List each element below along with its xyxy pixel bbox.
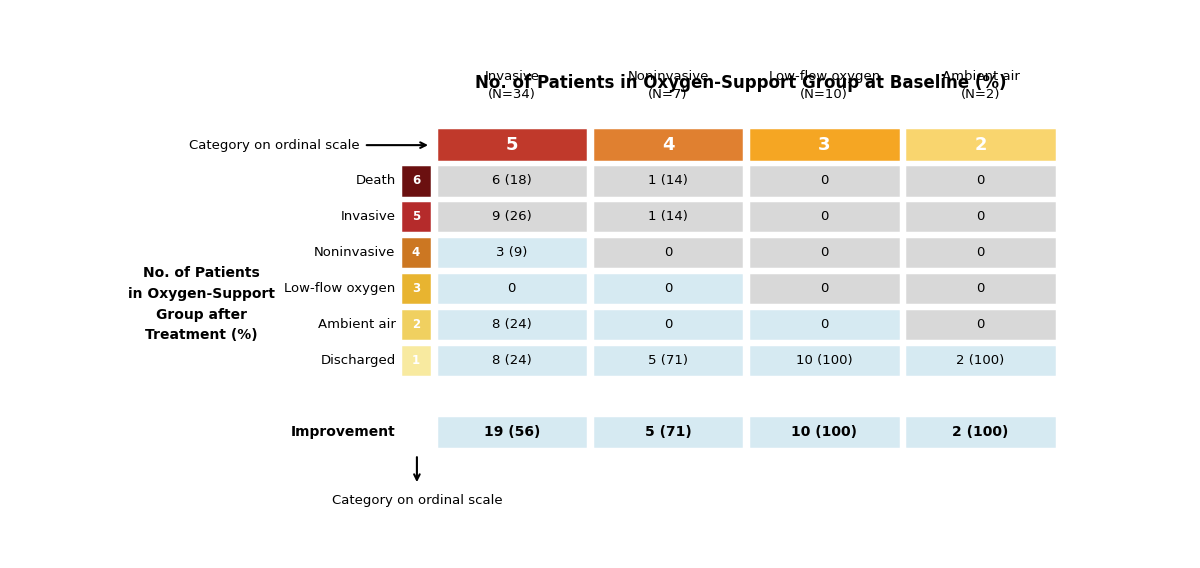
Text: Improvement: Improvement <box>290 425 396 439</box>
Text: 4: 4 <box>661 136 674 154</box>
Text: 2: 2 <box>974 136 986 154</box>
Text: 2 (100): 2 (100) <box>956 354 1004 367</box>
Bar <box>436 344 588 377</box>
Text: Invasive: Invasive <box>341 210 396 223</box>
Bar <box>592 344 744 377</box>
Bar <box>436 415 588 449</box>
Bar <box>436 164 588 198</box>
Text: 0: 0 <box>820 246 828 259</box>
Text: 4: 4 <box>412 246 420 259</box>
Text: Low-flow oxygen: Low-flow oxygen <box>284 282 396 295</box>
Bar <box>748 201 900 233</box>
Text: Discharged: Discharged <box>320 354 396 367</box>
Text: 5: 5 <box>505 136 518 154</box>
Bar <box>436 272 588 305</box>
Text: 0: 0 <box>664 318 672 331</box>
Text: 9 (26): 9 (26) <box>492 210 532 223</box>
Bar <box>592 236 744 269</box>
Text: Category on ordinal scale: Category on ordinal scale <box>188 139 359 152</box>
Text: 5: 5 <box>412 210 420 223</box>
Bar <box>905 127 1057 162</box>
Bar <box>436 236 588 269</box>
Text: 8 (24): 8 (24) <box>492 354 532 367</box>
Bar <box>436 127 588 162</box>
Text: 6: 6 <box>412 174 420 187</box>
Text: 5 (71): 5 (71) <box>644 425 691 439</box>
Text: 0: 0 <box>664 246 672 259</box>
Bar <box>592 308 744 341</box>
Text: Noninvasive: Noninvasive <box>314 246 396 259</box>
Bar <box>748 236 900 269</box>
Bar <box>905 201 1057 233</box>
Text: Category on ordinal scale: Category on ordinal scale <box>331 494 503 507</box>
Text: Death: Death <box>355 174 396 187</box>
Bar <box>905 344 1057 377</box>
Text: Ambient air
(N=2): Ambient air (N=2) <box>942 70 1020 101</box>
Text: 3: 3 <box>412 282 420 295</box>
Bar <box>905 164 1057 198</box>
Bar <box>592 201 744 233</box>
Text: 1 (14): 1 (14) <box>648 174 688 187</box>
Bar <box>400 201 432 233</box>
Text: No. of Patients
in Oxygen-Support
Group after
Treatment (%): No. of Patients in Oxygen-Support Group … <box>127 266 275 343</box>
Bar <box>905 272 1057 305</box>
Text: 1: 1 <box>412 354 420 367</box>
Text: 0: 0 <box>977 210 985 223</box>
Text: 0: 0 <box>820 210 828 223</box>
Text: 3 (9): 3 (9) <box>496 246 528 259</box>
Text: 3: 3 <box>818 136 830 154</box>
Bar <box>400 308 432 341</box>
Bar <box>400 164 432 198</box>
Text: 2 (100): 2 (100) <box>953 425 1009 439</box>
Text: No. of Patients in Oxygen-Support Group at Baseline (%): No. of Patients in Oxygen-Support Group … <box>475 74 1007 93</box>
Text: 0: 0 <box>977 174 985 187</box>
Bar <box>592 415 744 449</box>
Text: 10 (100): 10 (100) <box>796 354 852 367</box>
Text: 0: 0 <box>820 174 828 187</box>
Text: 0: 0 <box>977 318 985 331</box>
Bar <box>905 236 1057 269</box>
Bar <box>748 127 900 162</box>
Text: 6 (18): 6 (18) <box>492 174 532 187</box>
Text: 19 (56): 19 (56) <box>484 425 540 439</box>
Bar <box>592 164 744 198</box>
Bar <box>748 415 900 449</box>
Text: 0: 0 <box>820 282 828 295</box>
Text: Invasive
(N=34): Invasive (N=34) <box>485 70 539 101</box>
Text: 0: 0 <box>664 282 672 295</box>
Bar <box>436 308 588 341</box>
Text: 8 (24): 8 (24) <box>492 318 532 331</box>
Bar <box>400 272 432 305</box>
Text: 10 (100): 10 (100) <box>791 425 857 439</box>
Bar <box>436 201 588 233</box>
Bar <box>748 344 900 377</box>
Bar <box>400 236 432 269</box>
Bar <box>748 164 900 198</box>
Text: 1 (14): 1 (14) <box>648 210 688 223</box>
Bar <box>400 344 432 377</box>
Bar <box>748 272 900 305</box>
Text: 5 (71): 5 (71) <box>648 354 688 367</box>
Bar <box>905 308 1057 341</box>
Bar <box>748 308 900 341</box>
Text: 0: 0 <box>977 246 985 259</box>
Text: 0: 0 <box>977 282 985 295</box>
Text: Ambient air: Ambient air <box>318 318 396 331</box>
Text: Noninvasive
(N=7): Noninvasive (N=7) <box>628 70 709 101</box>
Text: 0: 0 <box>508 282 516 295</box>
Bar <box>592 272 744 305</box>
Bar <box>905 415 1057 449</box>
Text: 0: 0 <box>820 318 828 331</box>
Text: 2: 2 <box>412 318 420 331</box>
Bar <box>592 127 744 162</box>
Text: Low-flow oxygen
(N=10): Low-flow oxygen (N=10) <box>769 70 880 101</box>
